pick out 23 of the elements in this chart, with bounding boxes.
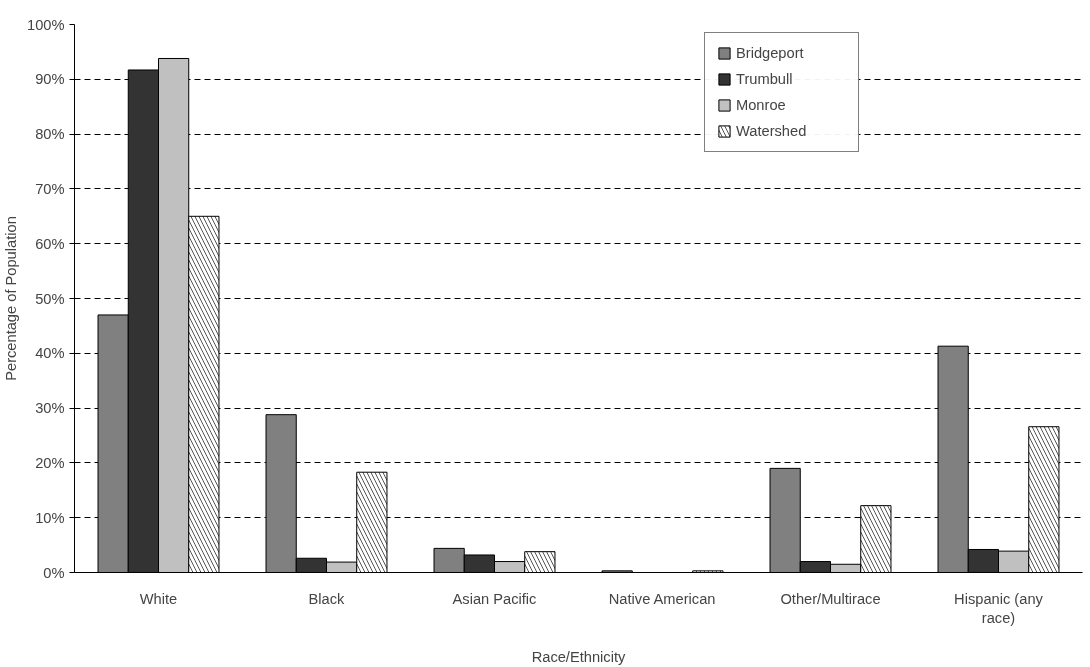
y-tick-label: 10% — [35, 509, 65, 526]
y-tick-label: 0% — [43, 564, 65, 581]
x-axis-title: Race/Ethnicity — [531, 648, 627, 665]
y-tick-label: 90% — [35, 71, 65, 88]
y-axis-title: Percentage of Population — [3, 216, 20, 381]
y-tick-label: 20% — [35, 454, 65, 471]
y-tick-label: 100% — [27, 16, 65, 33]
x-tick-label: Native American — [608, 590, 716, 607]
legend-label: Monroe — [736, 97, 787, 113]
x-tick-label: Asian Pacific — [452, 590, 537, 607]
x-tick-label: Black — [308, 590, 346, 607]
legend-label: Bridgeport — [736, 45, 805, 61]
y-tick-label: 80% — [35, 126, 65, 143]
legend-label: Watershed — [736, 123, 808, 139]
x-tick-label: Hispanic (any race) — [954, 590, 1044, 626]
y-tick-label: 30% — [35, 400, 65, 417]
x-tick-label: Other/Multirace — [780, 590, 881, 607]
x-tick-label: White — [139, 590, 178, 607]
y-tick-label: 70% — [35, 180, 65, 197]
y-tick-label: 40% — [35, 345, 65, 362]
y-tick-label: 50% — [35, 290, 65, 307]
legend-label: Trumbull — [736, 71, 794, 87]
y-tick-label: 60% — [35, 235, 65, 252]
